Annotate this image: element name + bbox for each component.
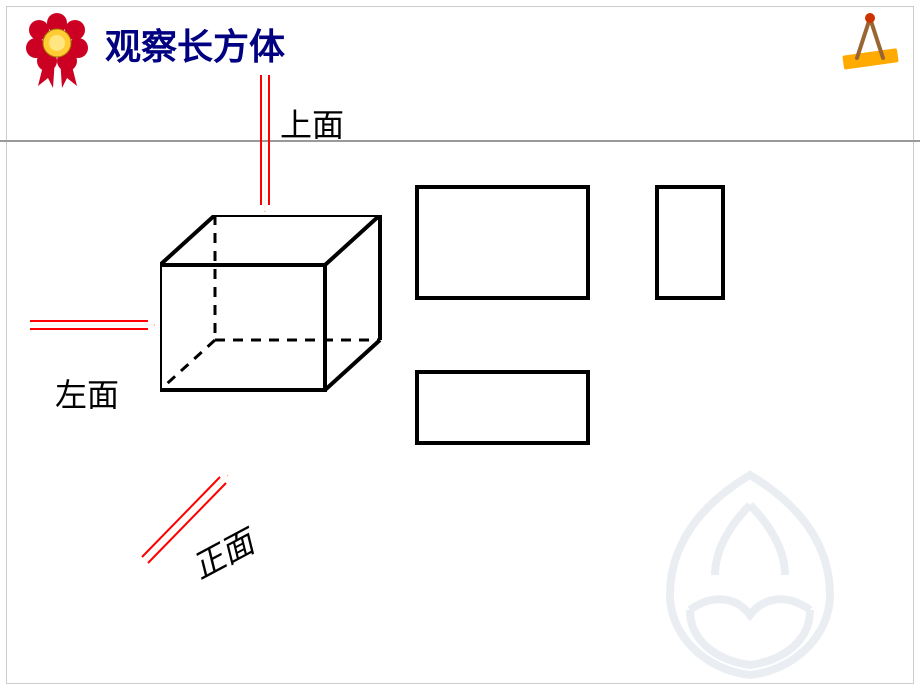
page-title: 观察长方体: [105, 18, 285, 70]
top-view-rect: [415, 370, 590, 445]
label-left-face: 左面: [55, 370, 119, 416]
label-top-face: 上面: [280, 100, 344, 146]
divider-line: [0, 140, 920, 142]
geometry-tools-icon: [835, 10, 905, 70]
cuboid-3d: [160, 215, 390, 405]
watermark-icon: [620, 455, 880, 685]
front-view-rect: [415, 185, 590, 300]
side-view-rect: [655, 185, 725, 300]
award-badge-icon: [20, 8, 95, 88]
